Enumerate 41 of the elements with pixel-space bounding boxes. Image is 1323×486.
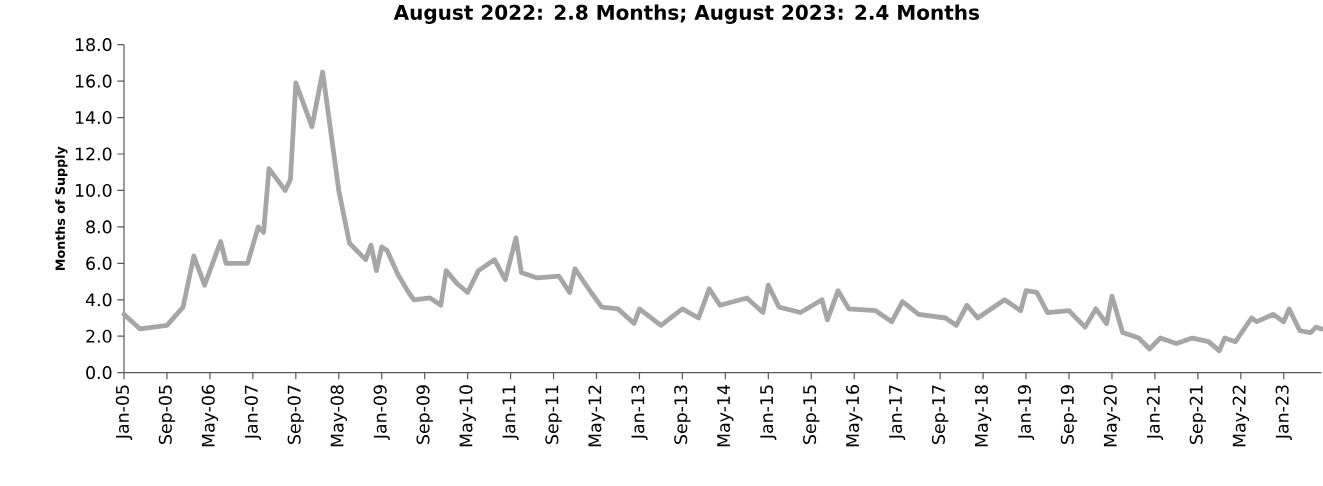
y-tick-label: 2.0 — [86, 329, 112, 343]
x-tick-label: Sep-11 — [545, 385, 562, 444]
x-tick-label: May-08 — [330, 385, 347, 447]
x-tick-label: May-18 — [974, 385, 992, 447]
x-tick-label: Sep-19 — [1060, 385, 1078, 444]
x-tick-label: Jan-23 — [1275, 385, 1292, 440]
x-tick-label: May-16 — [845, 385, 863, 447]
y-tick-label: 12.0 — [75, 147, 112, 161]
y-tick-label: 8.0 — [86, 220, 112, 234]
x-tick-label: May-20 — [1103, 385, 1121, 447]
x-tick-label: Sep-07 — [287, 385, 305, 444]
x-tick-label: Jan-13 — [631, 385, 648, 440]
x-tick-label: Jan-07 — [244, 385, 262, 440]
x-tick-label: Jan-21 — [1146, 385, 1164, 440]
x-tick-label: Sep-05 — [158, 385, 176, 444]
y-tick-label: 6.0 — [86, 256, 112, 270]
x-tick-label: Jan-17 — [889, 385, 906, 440]
y-tick-label: 14.0 — [75, 111, 112, 125]
x-tick-label: Sep-15 — [803, 385, 820, 444]
x-tick-label: May-14 — [717, 385, 734, 447]
x-tick-label: Jan-05 — [115, 385, 133, 440]
y-tick-label: 4.0 — [85, 293, 112, 307]
y-tick-label: 0.0 — [86, 366, 112, 380]
chart-title: August 2022: 2.8 Months; August 2023: 2.4 Months — [393, 4, 979, 24]
x-tick-label: Jan-19 — [1017, 385, 1035, 440]
y-tick-label: 18.0 — [75, 38, 112, 52]
x-tick-label: May-06 — [201, 385, 219, 447]
x-tick-label: Jan-11 — [502, 385, 519, 440]
x-tick-label: May-12 — [588, 385, 605, 447]
x-tick-label: Sep-21 — [1189, 385, 1207, 444]
x-tick-label: May-22 — [1232, 385, 1250, 447]
y-axis-title: Months of Supply — [55, 146, 68, 270]
y-tick-label: 16.0 — [75, 74, 112, 88]
x-tick-label: Sep-17 — [931, 385, 949, 444]
x-tick-label: Sep-09 — [416, 385, 433, 444]
x-tick-label: Jan-15 — [760, 385, 777, 440]
y-tick-label: 10.0 — [75, 183, 112, 198]
x-tick-label: May-10 — [459, 385, 476, 447]
x-tick-label: Sep-13 — [674, 385, 691, 444]
line-series — [121, 69, 1323, 354]
x-tick-label: Jan-09 — [373, 385, 390, 440]
